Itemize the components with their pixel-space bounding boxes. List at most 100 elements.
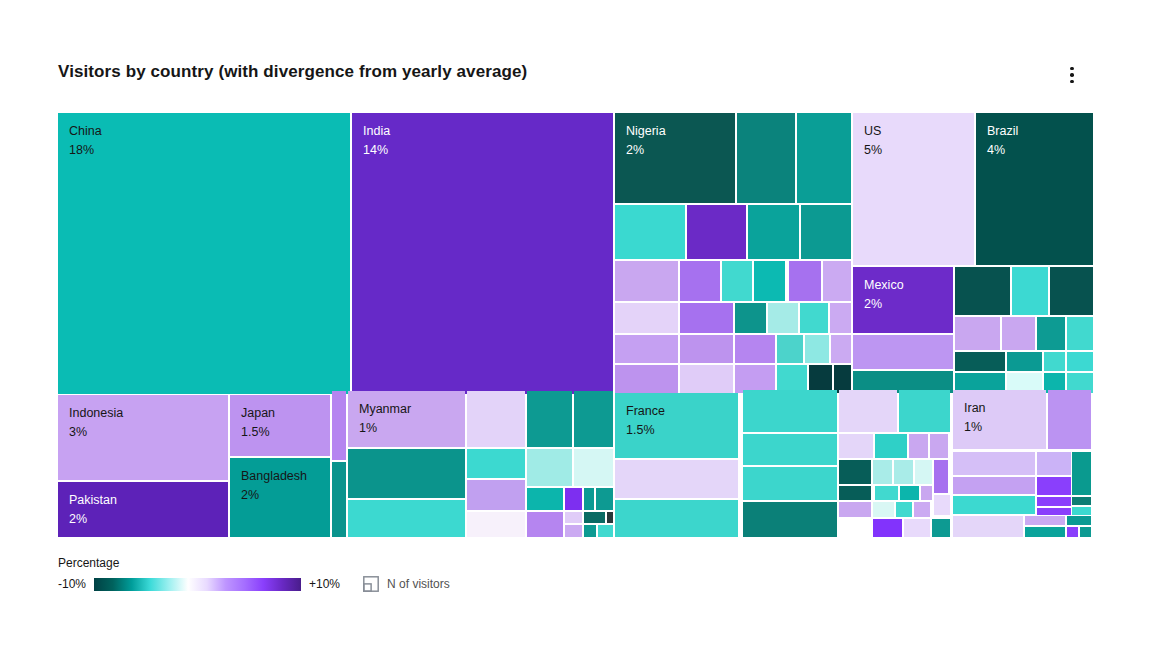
treemap-tile[interactable] — [768, 303, 798, 333]
treemap-tile[interactable] — [680, 335, 733, 363]
treemap-tile[interactable] — [930, 434, 948, 458]
treemap-tile[interactable] — [1012, 267, 1048, 315]
treemap-tile[interactable] — [831, 335, 851, 363]
treemap-tile[interactable] — [1044, 352, 1065, 371]
treemap-tile[interactable] — [467, 449, 525, 478]
treemap-tile[interactable] — [875, 486, 898, 500]
treemap-tile[interactable] — [839, 502, 871, 517]
treemap-tile[interactable] — [735, 335, 775, 363]
treemap-tile[interactable] — [680, 303, 733, 333]
treemap-tile[interactable] — [809, 365, 832, 393]
treemap-tile[interactable] — [615, 365, 678, 393]
treemap-tile[interactable] — [1037, 497, 1071, 506]
treemap-tile-japan[interactable]: Japan1.5% — [230, 395, 330, 456]
treemap-tile[interactable] — [527, 391, 572, 447]
treemap-tile[interactable] — [1067, 527, 1078, 537]
treemap-tile[interactable] — [899, 390, 950, 432]
treemap-tile-myanmar[interactable]: Myanmar1% — [348, 391, 465, 447]
treemap-tile[interactable] — [839, 390, 897, 432]
treemap-tile[interactable] — [348, 500, 465, 537]
treemap-tile[interactable] — [1037, 317, 1065, 350]
treemap-tile[interactable] — [834, 365, 851, 393]
treemap-tile[interactable] — [584, 525, 596, 537]
treemap-tile[interactable] — [332, 462, 346, 537]
treemap-tile[interactable] — [467, 391, 525, 447]
treemap-tile[interactable] — [777, 335, 803, 363]
treemap-tile[interactable] — [748, 205, 799, 259]
treemap-tile[interactable] — [801, 205, 851, 259]
treemap-tile[interactable] — [467, 512, 525, 537]
treemap-tile[interactable] — [955, 352, 1005, 371]
treemap-tile[interactable] — [743, 390, 837, 432]
treemap-tile[interactable] — [584, 488, 594, 510]
treemap-tile[interactable] — [873, 502, 894, 517]
treemap-tile[interactable] — [921, 486, 932, 500]
treemap-tile[interactable] — [953, 452, 1035, 475]
treemap-tile[interactable] — [680, 365, 733, 393]
treemap-tile[interactable] — [584, 512, 605, 523]
treemap-tile-pakistan[interactable]: Pakistan2% — [58, 482, 228, 537]
treemap-tile[interactable] — [909, 434, 928, 458]
treemap-tile[interactable] — [1037, 477, 1071, 495]
treemap-tile-bangladesh[interactable]: Bangladesh2% — [230, 458, 330, 537]
treemap-tile-china[interactable]: China18% — [58, 113, 350, 394]
treemap-tile[interactable] — [743, 502, 837, 537]
treemap-tile[interactable] — [896, 502, 912, 517]
treemap-tile[interactable] — [1050, 267, 1093, 315]
treemap-tile[interactable] — [565, 512, 582, 523]
treemap-tile[interactable] — [615, 500, 738, 537]
treemap-tile-nigeria[interactable]: Nigeria2% — [615, 113, 735, 203]
treemap-tile[interactable] — [754, 261, 785, 301]
treemap-tile[interactable] — [914, 502, 930, 517]
treemap-tile[interactable] — [680, 261, 720, 301]
treemap-tile[interactable] — [839, 486, 871, 500]
treemap-tile[interactable] — [687, 205, 746, 259]
treemap-tile[interactable] — [527, 488, 563, 510]
treemap-tile[interactable] — [805, 335, 829, 363]
treemap-tile[interactable] — [873, 519, 902, 537]
treemap-tile[interactable] — [735, 365, 775, 393]
treemap-tile[interactable] — [830, 303, 851, 333]
treemap-tile[interactable] — [743, 434, 837, 465]
treemap-tile[interactable] — [565, 525, 582, 537]
treemap-tile[interactable] — [1067, 352, 1093, 371]
treemap-tile[interactable] — [955, 267, 1010, 315]
treemap-tile[interactable] — [1067, 516, 1091, 525]
treemap-tile[interactable] — [598, 525, 613, 537]
treemap-tile[interactable] — [932, 519, 950, 537]
treemap-tile[interactable] — [873, 460, 892, 484]
treemap-tile[interactable] — [777, 365, 807, 393]
treemap-tile[interactable] — [955, 317, 1000, 350]
treemap-tile[interactable] — [1007, 352, 1042, 371]
treemap-tile-brazil[interactable]: Brazil4% — [976, 113, 1093, 265]
treemap-tile[interactable] — [527, 512, 563, 537]
treemap-tile[interactable] — [823, 261, 851, 301]
treemap-tile[interactable] — [839, 434, 873, 458]
treemap-tile-mexico[interactable]: Mexico2% — [853, 267, 953, 333]
treemap-tile[interactable] — [953, 516, 1023, 537]
treemap-tile[interactable] — [565, 488, 582, 510]
treemap-tile[interactable] — [915, 460, 932, 484]
treemap-tile[interactable] — [615, 303, 678, 333]
treemap-tile[interactable] — [875, 434, 907, 458]
treemap-tile[interactable] — [1072, 497, 1091, 505]
treemap-tile-iran[interactable]: Iran1% — [953, 390, 1046, 449]
treemap-tile[interactable] — [900, 486, 919, 500]
treemap-tile[interactable] — [853, 335, 953, 369]
treemap-tile[interactable] — [953, 496, 1035, 514]
treemap-tile[interactable] — [1002, 317, 1035, 350]
treemap-tile[interactable] — [1025, 516, 1065, 525]
treemap-tile[interactable] — [607, 512, 613, 523]
treemap-tile[interactable] — [596, 488, 613, 510]
treemap-tile[interactable] — [797, 113, 851, 203]
treemap-tile[interactable] — [1025, 527, 1065, 537]
treemap-tile[interactable] — [615, 205, 685, 259]
treemap-tile[interactable] — [1072, 507, 1091, 515]
treemap-tile[interactable] — [615, 335, 678, 363]
treemap-tile[interactable] — [527, 449, 572, 486]
treemap-tile[interactable] — [467, 480, 525, 510]
treemap-tile[interactable] — [934, 460, 948, 493]
treemap-tile[interactable] — [737, 113, 795, 203]
treemap-tile[interactable] — [1048, 390, 1091, 449]
treemap-tile-france[interactable]: France1.5% — [615, 393, 738, 458]
